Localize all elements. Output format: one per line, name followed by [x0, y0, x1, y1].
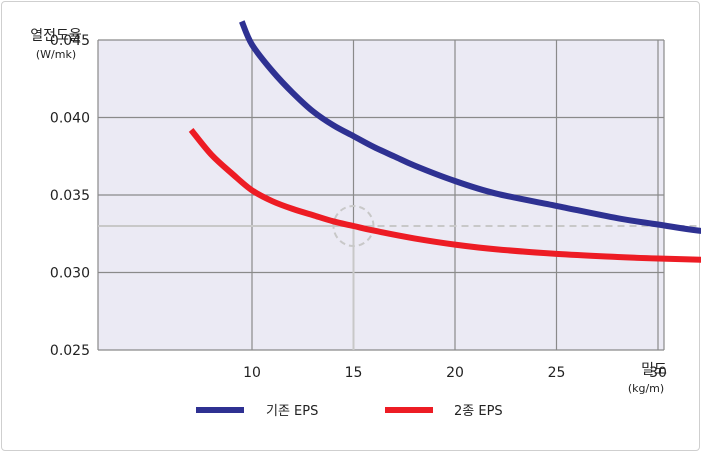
x-tick-label: 25	[548, 365, 566, 381]
x-tick-label: 15	[345, 365, 363, 381]
series-line-2	[188, 127, 701, 263]
y-tick-label: 0.035	[50, 188, 90, 204]
series-line-1	[239, 20, 701, 234]
legend-label-2: 2종 EPS	[454, 404, 503, 419]
x-tick-labels: 10152025303540455055	[243, 365, 667, 381]
grid	[97, 39, 665, 351]
x-tick-label: 10	[243, 365, 261, 381]
x-tick-label: 30	[649, 365, 667, 381]
guide-highlight-circle	[332, 205, 375, 247]
x-axis-unit: (kg/m)	[628, 382, 664, 395]
y-tick-labels: 0.025 0.030 0.035 0.040 0.045	[50, 33, 90, 359]
x-axis-title: 밀도	[641, 362, 667, 378]
y-axis-unit: (W/mk)	[36, 48, 76, 61]
series-lines	[188, 20, 701, 263]
y-tick-label: 0.025	[50, 343, 90, 359]
x-tick-label: 20	[446, 365, 464, 381]
y-tick-label: 0.030	[50, 266, 90, 282]
legend-label-1: 기존 EPS	[266, 404, 318, 419]
y-axis-title: 열전도율	[30, 28, 82, 44]
y-tick-label: 0.040	[50, 111, 90, 127]
legend: 기존 EPS 2종 EPS	[196, 404, 503, 419]
reference-guides	[98, 205, 701, 350]
y-tick-label: 0.045	[50, 33, 90, 49]
